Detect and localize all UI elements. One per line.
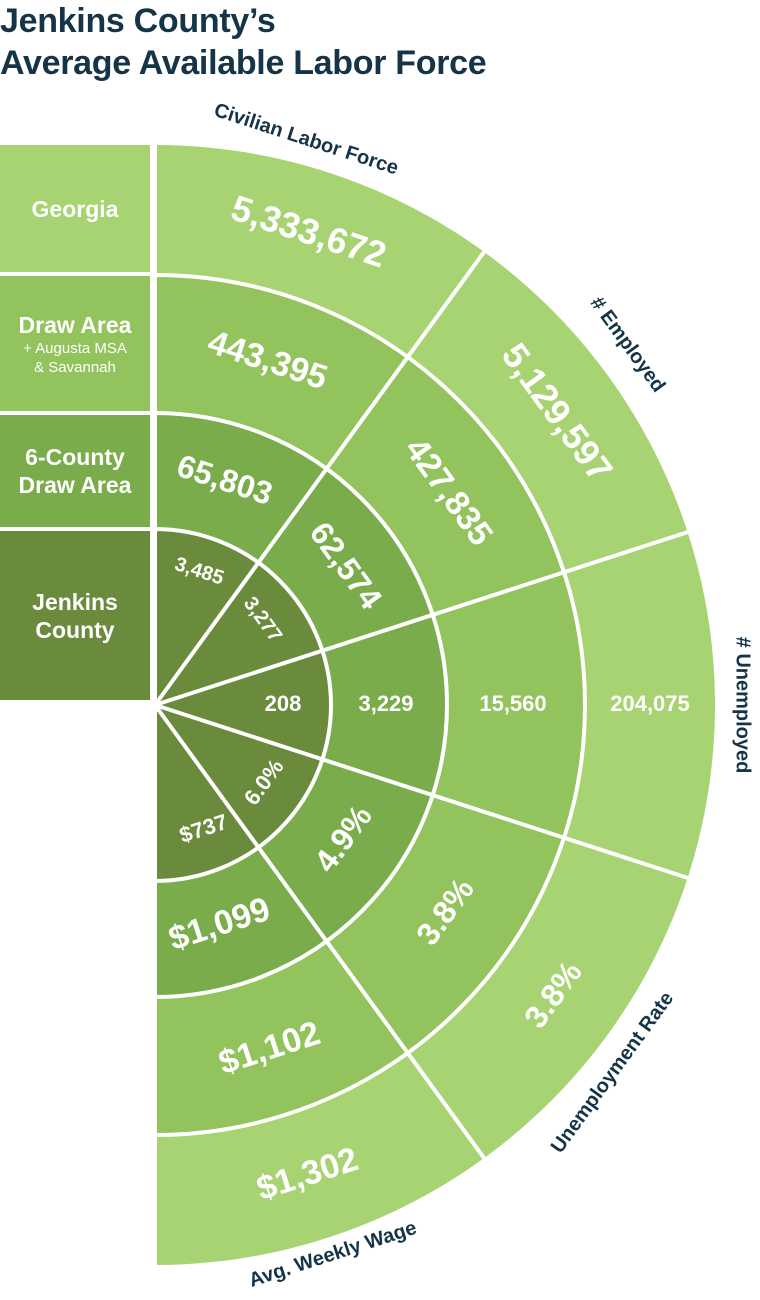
- legend-draw-area: Draw Area + Augusta MSA & Savannah: [0, 276, 150, 411]
- value-6-county-unemployed: 3,229: [358, 691, 413, 716]
- page-title: Jenkins County’s Average Available Labor…: [0, 0, 487, 84]
- value-georgia-unemployed: 204,075: [610, 691, 690, 716]
- category-unemployed: # Unemployed: [732, 637, 754, 774]
- title-line-2: Average Available Labor Force: [0, 44, 487, 82]
- legend-georgia: Georgia: [0, 145, 150, 272]
- value-jenkins-unemployed: 208: [265, 691, 302, 716]
- legend-6-county: 6-County Draw Area: [0, 415, 150, 527]
- sector-dividers: [153, 140, 689, 1270]
- legend-jenkins-county: Jenkins County: [0, 531, 150, 700]
- ring-jenkins: [153, 526, 333, 884]
- title-line-1: Jenkins County’s: [0, 2, 276, 40]
- value-draw-area-unemployed: 15,560: [479, 691, 546, 716]
